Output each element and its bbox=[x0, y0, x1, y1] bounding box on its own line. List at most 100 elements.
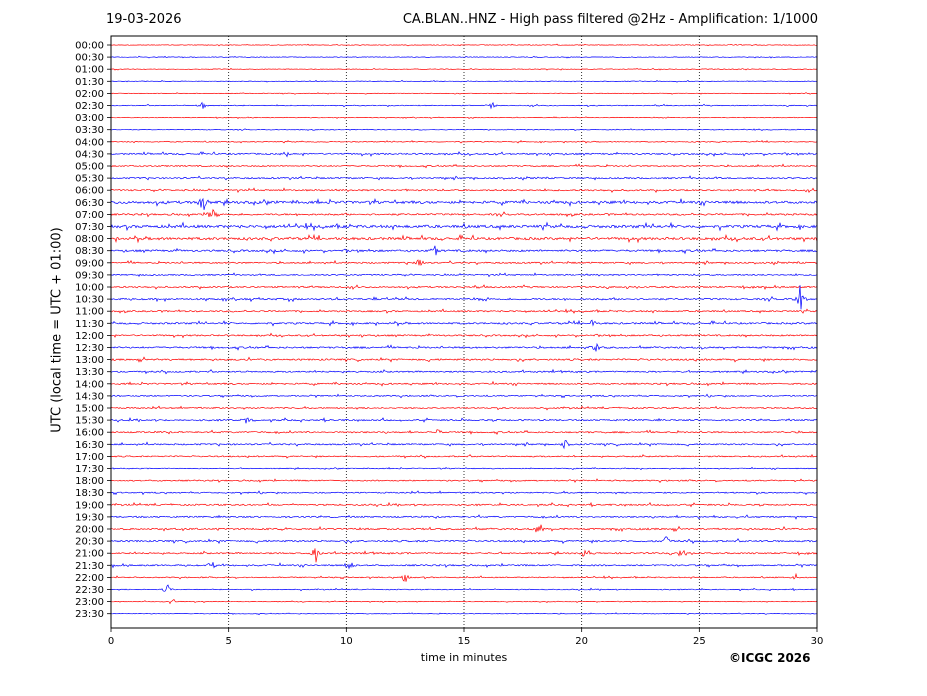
x-tick-label: 20 bbox=[575, 636, 588, 647]
y-tick-label: 21:00 bbox=[75, 549, 104, 560]
y-tick-label: 07:00 bbox=[75, 210, 104, 221]
seismic-trace bbox=[110, 233, 818, 244]
y-tick-label: 08:30 bbox=[75, 246, 104, 257]
seismic-trace bbox=[110, 524, 818, 533]
y-tick-label: 14:00 bbox=[75, 379, 104, 390]
y-tick-label: 13:30 bbox=[75, 367, 104, 378]
y-tick-label: 05:30 bbox=[75, 174, 104, 185]
y-tick-label: 11:30 bbox=[75, 319, 104, 330]
x-tick-label: 5 bbox=[225, 636, 231, 647]
seismic-trace bbox=[110, 342, 818, 352]
y-tick-label: 05:00 bbox=[75, 162, 104, 173]
seismic-trace bbox=[110, 163, 818, 169]
seismic-trace bbox=[110, 466, 818, 471]
seismic-trace bbox=[110, 453, 818, 459]
y-tick-label: 12:00 bbox=[75, 331, 104, 342]
chart-date: 19-03-2026 bbox=[106, 12, 182, 27]
seismic-trace bbox=[110, 259, 818, 266]
y-tick-label: 10:00 bbox=[75, 283, 104, 294]
seismic-trace bbox=[110, 308, 818, 314]
seismic-trace bbox=[110, 562, 818, 570]
y-tick-label: 14:30 bbox=[75, 391, 104, 402]
y-tick-label: 23:30 bbox=[75, 609, 104, 620]
y-tick-label: 02:30 bbox=[75, 101, 104, 112]
y-tick-label: 20:30 bbox=[75, 537, 104, 548]
y-tick-label: 06:30 bbox=[75, 198, 104, 209]
seismic-trace bbox=[110, 478, 818, 483]
seismic-trace bbox=[110, 272, 818, 278]
seismic-trace bbox=[110, 175, 818, 181]
x-tick-label: 15 bbox=[458, 636, 471, 647]
x-tick-label: 30 bbox=[811, 636, 824, 647]
y-tick-label: 19:00 bbox=[75, 500, 104, 511]
seismic-trace bbox=[110, 116, 818, 120]
seismic-trace bbox=[110, 285, 818, 310]
y-tick-label: 03:00 bbox=[75, 113, 104, 124]
seismic-trace bbox=[110, 514, 818, 520]
seismic-trace bbox=[110, 439, 818, 450]
y-tick-label: 12:30 bbox=[75, 343, 104, 354]
y-tick-label: 06:00 bbox=[75, 186, 104, 197]
y-tick-label: 08:00 bbox=[75, 234, 104, 245]
seismic-trace bbox=[110, 208, 818, 218]
y-tick-label: 13:00 bbox=[75, 355, 104, 366]
y-tick-label: 16:00 bbox=[75, 428, 104, 439]
seismic-trace bbox=[110, 572, 818, 582]
y-tick-label: 01:30 bbox=[75, 77, 104, 88]
seismic-trace bbox=[110, 101, 818, 110]
seismic-trace bbox=[110, 79, 818, 83]
y-tick-label: 11:00 bbox=[75, 307, 104, 318]
seismic-trace bbox=[110, 284, 818, 291]
seismic-trace bbox=[110, 151, 818, 158]
seismic-trace bbox=[110, 612, 818, 616]
y-tick-label: 09:00 bbox=[75, 258, 104, 269]
y-tick-label: 00:30 bbox=[75, 53, 104, 64]
y-tick-label: 03:30 bbox=[75, 125, 104, 136]
seismic-trace bbox=[110, 245, 818, 256]
seismic-trace bbox=[110, 548, 818, 563]
y-tick-label: 01:00 bbox=[75, 65, 104, 76]
seismic-trace bbox=[110, 405, 818, 411]
seismic-trace bbox=[110, 368, 818, 375]
y-tick-label: 22:30 bbox=[75, 585, 104, 596]
y-tick-label: 23:00 bbox=[75, 597, 104, 608]
seismic-trace bbox=[110, 67, 818, 71]
seismic-trace bbox=[110, 501, 818, 508]
y-tick-label: 15:30 bbox=[75, 416, 104, 427]
seismic-trace bbox=[110, 536, 818, 545]
seismic-trace bbox=[110, 584, 817, 592]
chart-title: CA.BLAN..HNZ - High pass filtered @2Hz -… bbox=[402, 12, 818, 27]
y-tick-label: 20:00 bbox=[75, 525, 104, 536]
copyright-notice: ©ICGC 2026 bbox=[729, 651, 811, 665]
y-tick-label: 18:00 bbox=[75, 476, 104, 487]
seismic-trace bbox=[110, 128, 817, 131]
x-tick-label: 10 bbox=[340, 636, 353, 647]
seismic-trace bbox=[110, 393, 818, 399]
seismic-trace bbox=[110, 43, 818, 47]
y-tick-label: 18:30 bbox=[75, 488, 104, 499]
y-tick-label: 15:00 bbox=[75, 404, 104, 415]
y-tick-label: 19:30 bbox=[75, 512, 104, 523]
y-tick-label: 21:30 bbox=[75, 561, 104, 572]
seismic-trace bbox=[110, 380, 817, 387]
x-tick-label: 25 bbox=[693, 636, 706, 647]
seismic-trace bbox=[110, 490, 818, 496]
seismic-trace bbox=[110, 92, 818, 95]
plot-frame bbox=[110, 35, 818, 629]
seismic-trace bbox=[110, 55, 818, 59]
x-tick-label: 0 bbox=[108, 636, 114, 647]
y-tick-label: 00:00 bbox=[75, 41, 104, 52]
y-tick-label: 17:30 bbox=[75, 464, 104, 475]
seismic-trace bbox=[110, 187, 818, 194]
seismic-trace bbox=[110, 197, 818, 210]
y-tick-label: 17:00 bbox=[75, 452, 104, 463]
y-tick-label: 22:00 bbox=[75, 573, 104, 584]
seismic-trace bbox=[110, 356, 818, 363]
y-tick-label: 07:30 bbox=[75, 222, 104, 233]
seismic-trace bbox=[110, 221, 818, 232]
y-tick-label: 16:30 bbox=[75, 440, 104, 451]
seismic-trace bbox=[110, 319, 818, 327]
y-tick-label: 10:30 bbox=[75, 295, 104, 306]
y-tick-label: 04:00 bbox=[75, 137, 104, 148]
